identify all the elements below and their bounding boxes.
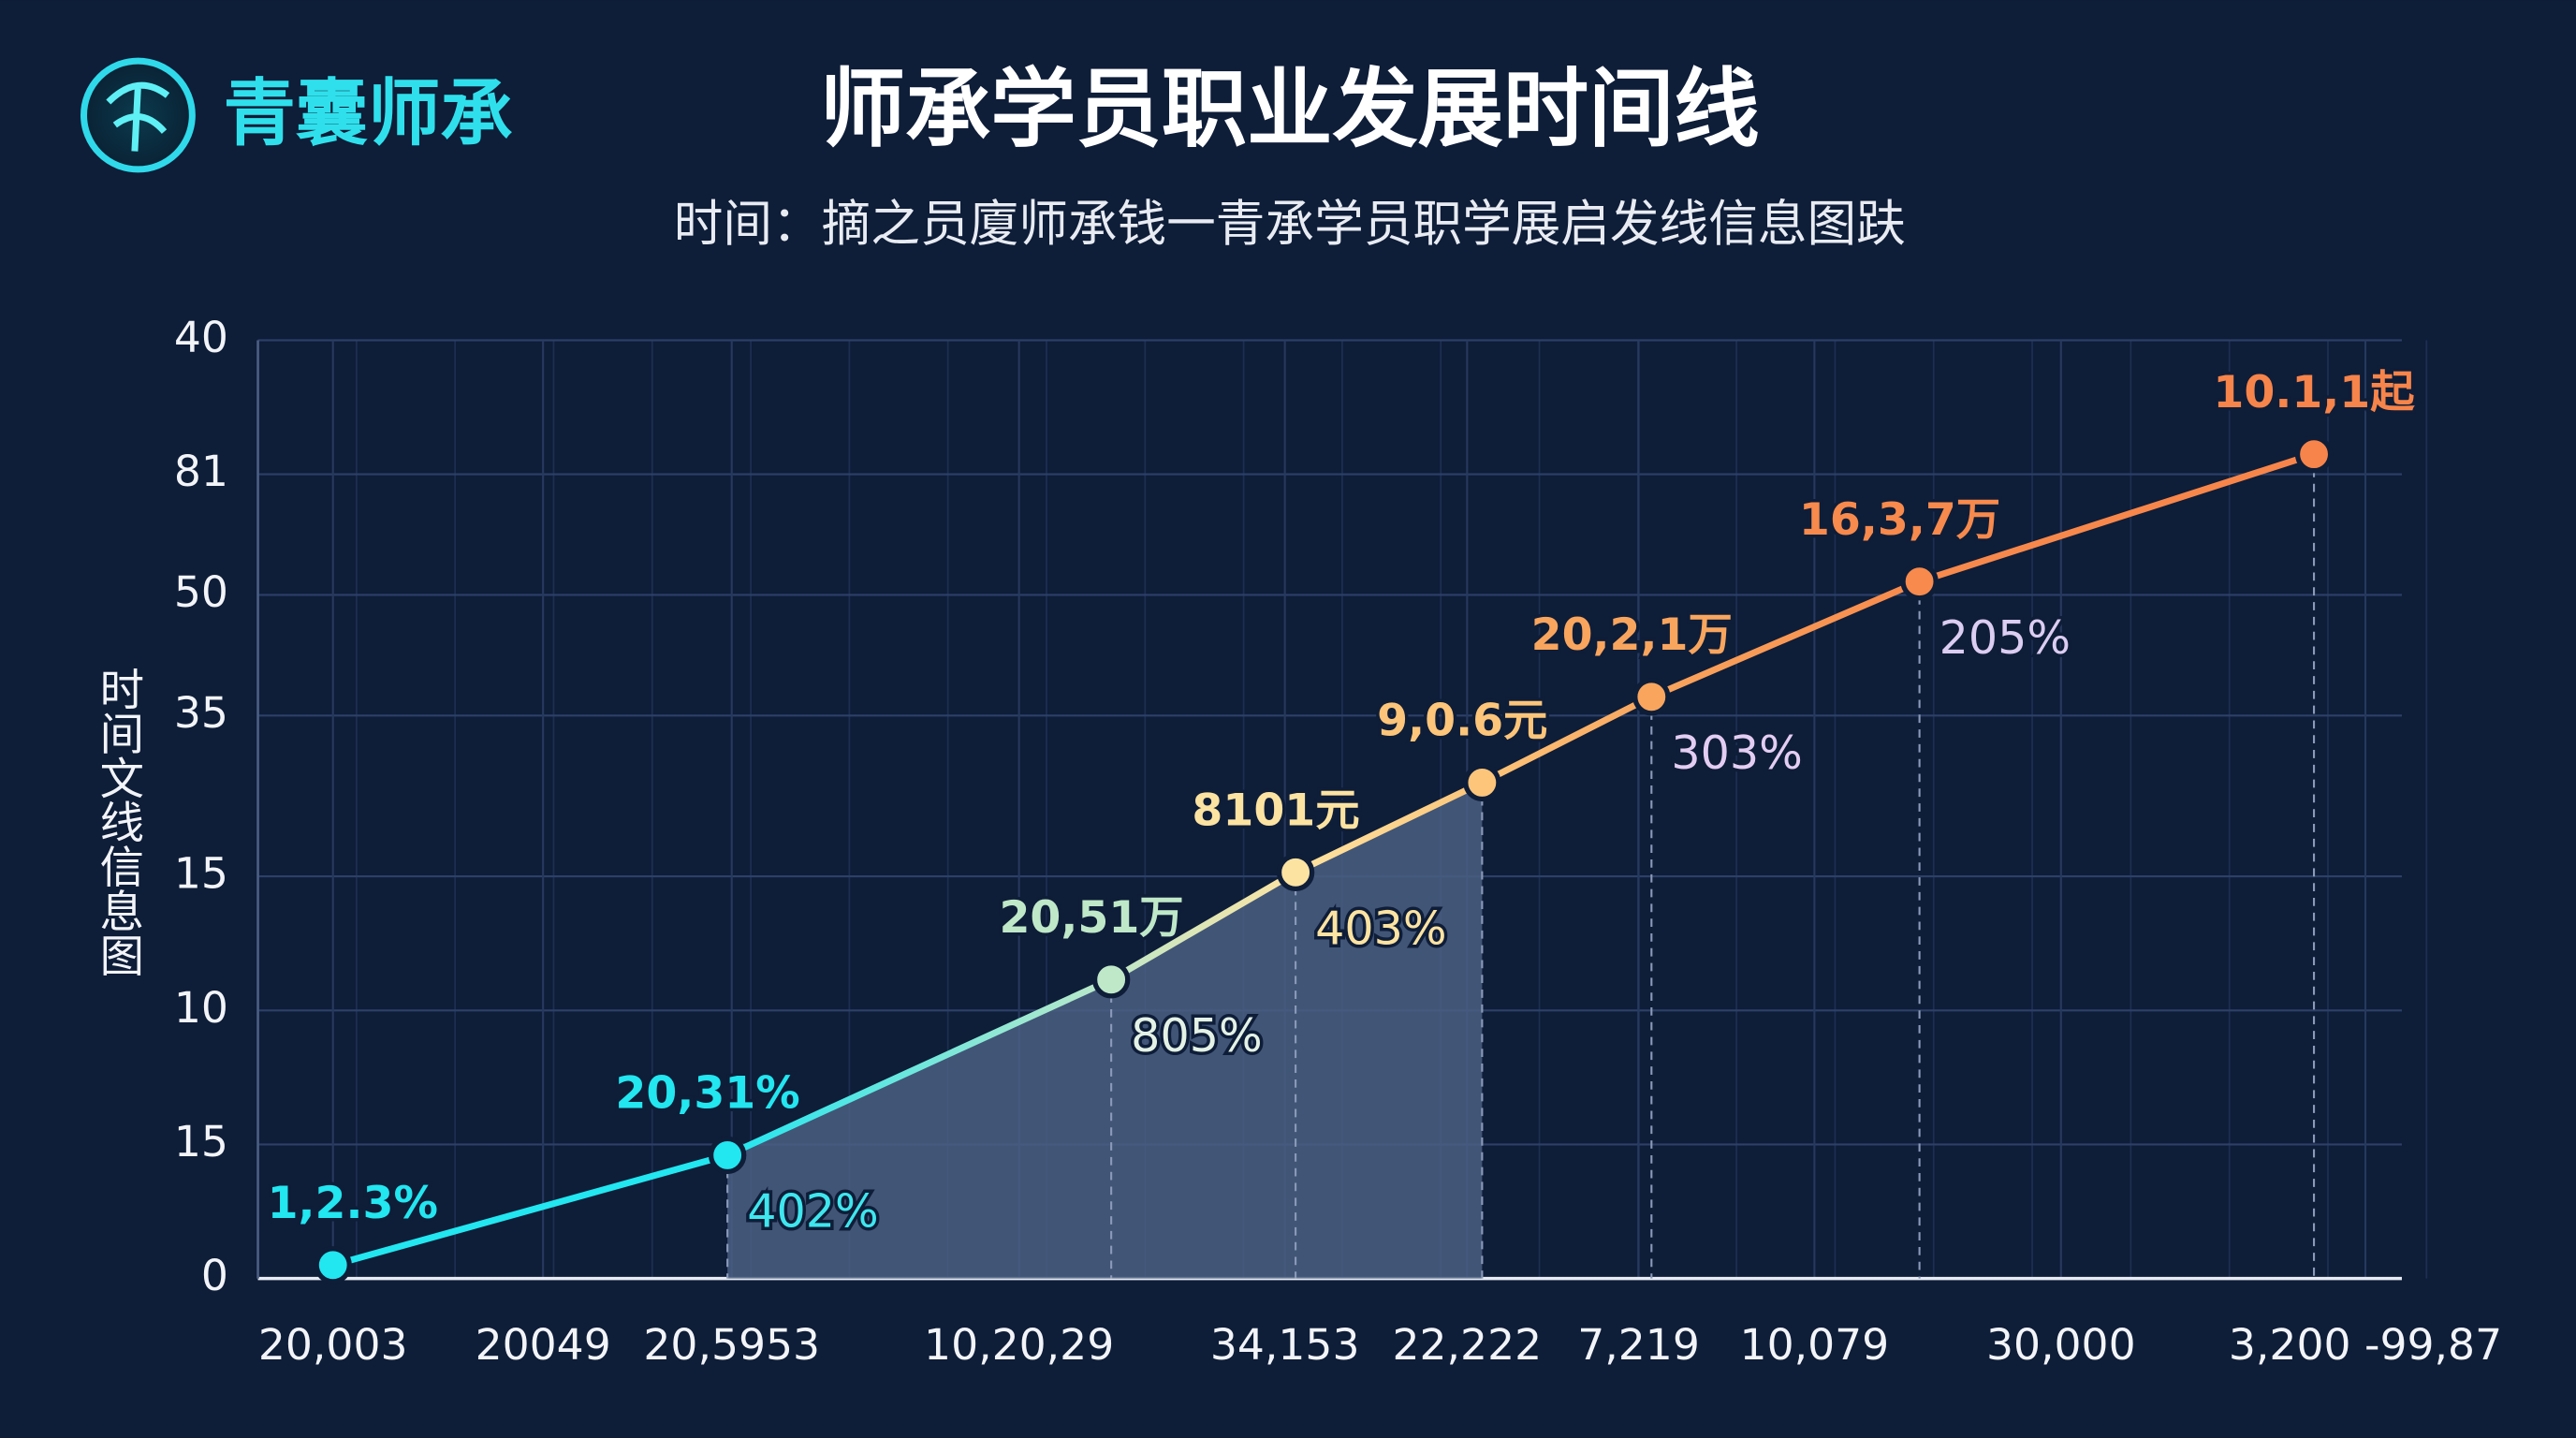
shaded-area	[727, 782, 1483, 1279]
point	[708, 1136, 747, 1175]
point-label: 9,0.6元	[1377, 696, 1547, 747]
y-tick-label: 15	[174, 849, 228, 899]
x-tick-label: 20,003	[258, 1320, 408, 1370]
x-tick-label: 20,5953	[643, 1320, 820, 1370]
point-note: 402%	[747, 1184, 878, 1239]
point	[1091, 961, 1131, 999]
logo-glyph	[106, 81, 170, 152]
point-note: 403%	[1315, 902, 1446, 956]
point	[1276, 853, 1315, 892]
point-note: 805%	[1131, 1008, 1262, 1063]
y-tick-label: 81	[174, 447, 228, 496]
logo: 青囊师承	[80, 57, 513, 173]
point-label: 10.1,1起	[2213, 367, 2415, 418]
point-label: 8101元	[1192, 785, 1359, 837]
x-tick-label: 10,079	[1740, 1320, 1890, 1370]
logo-text: 青囊师承	[224, 71, 513, 155]
point	[2294, 434, 2334, 474]
y-axis-label: 时间文线信息图	[92, 667, 143, 977]
point-label: 1,2.3%	[268, 1178, 438, 1229]
point-note: 303%	[1671, 726, 1802, 780]
point	[314, 1246, 352, 1284]
line	[331, 450, 2316, 1269]
y-tick-label: 35	[174, 688, 228, 738]
x-tick-label: 7,219	[1577, 1320, 1700, 1370]
x-tick-label: 34,153	[1210, 1320, 1360, 1370]
y-tick-label: 10	[174, 983, 228, 1033]
x-tick-label: 3,200 -99,87	[2229, 1320, 2502, 1370]
point	[1463, 763, 1501, 802]
y-tick-label: 0	[201, 1251, 228, 1300]
point	[1900, 562, 1939, 601]
x-tick-label: 20049	[476, 1320, 611, 1370]
x-tick-label: 10,20,29	[924, 1320, 1114, 1370]
x-tick-label: 22,222	[1393, 1320, 1543, 1370]
y-tick-label: 50	[174, 567, 228, 617]
point-label: 20,31%	[615, 1068, 799, 1120]
chart-title: 师承学员职业发展时间线	[820, 59, 1760, 159]
y-tick-label: 40	[174, 313, 228, 362]
point-note: 205%	[1939, 610, 2071, 665]
y-tick-label: 15	[174, 1117, 228, 1167]
point-label: 16,3,7万	[1799, 494, 2000, 546]
point-label: 20,2,1万	[1531, 609, 1733, 661]
point-label: 20,51万	[999, 892, 1183, 944]
point	[1632, 678, 1671, 716]
chart-subtitle: 时间：摘之员廈师承钱一青承学员职学展启发线信息图趺	[674, 196, 1906, 253]
x-tick-label: 30,000	[1986, 1320, 2136, 1370]
